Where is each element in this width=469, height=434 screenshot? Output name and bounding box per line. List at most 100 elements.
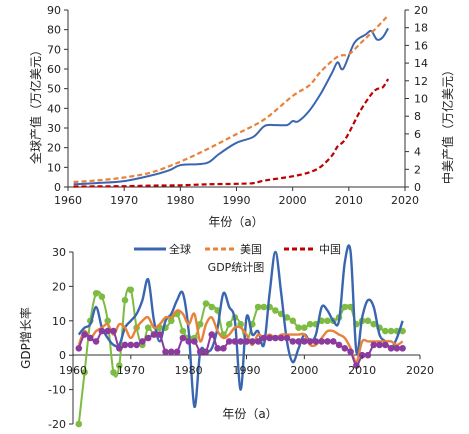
bottom-point-other	[295, 324, 302, 332]
bottom-point-china	[399, 345, 406, 352]
bottom-point-china	[387, 345, 395, 352]
bottom-point-other	[324, 317, 331, 325]
bottom-point-china	[289, 338, 297, 345]
bottom-point-other	[301, 324, 308, 332]
bottom-point-china	[220, 345, 227, 352]
bottom-point-other	[289, 317, 297, 325]
top-y-tick-label: 70	[47, 43, 61, 56]
bottom-point-china	[283, 334, 291, 342]
bottom-point-china	[214, 345, 221, 352]
bottom-point-china	[353, 362, 360, 369]
bottom-x-tick-label: 2000	[290, 364, 318, 377]
legend-item-china: 中国	[284, 243, 341, 256]
bottom-point-china	[254, 338, 262, 345]
bottom-point-china	[168, 348, 175, 356]
top-series-line-china	[73, 78, 390, 188]
legend-item-global: 全球	[134, 242, 191, 256]
bottom-point-other	[104, 317, 111, 325]
bottom-x-tick-label: 1990	[233, 364, 261, 377]
legend-item-usa: 美国	[205, 243, 262, 256]
top-y-tick-label: 30	[47, 122, 61, 135]
bottom-point-china	[335, 341, 343, 349]
bottom-point-china	[382, 341, 389, 349]
bottom-y-tick-label: 30	[52, 246, 66, 259]
bottom-point-other	[127, 286, 135, 294]
top-y2-tick-label: 12	[414, 75, 428, 88]
bottom-point-china	[179, 334, 187, 342]
bottom-point-china	[173, 348, 181, 356]
bottom-point-china	[92, 338, 100, 345]
bottom-point-other	[347, 303, 354, 311]
top-y2-tick-label: 6	[414, 128, 421, 141]
bottom-point-china	[81, 331, 88, 338]
top-y2-tick-label: 0	[414, 181, 421, 194]
bottom-y-tick-label: 10	[52, 315, 66, 328]
top-x-tick-label: 1960	[54, 194, 82, 207]
top-x-tick-label: 1970	[110, 194, 138, 207]
bottom-point-other	[98, 293, 106, 301]
top-y2-tick-label: 18	[414, 22, 428, 35]
bottom-point-china	[231, 338, 239, 345]
legend-label-global: 全球	[169, 242, 191, 256]
bottom-point-china	[162, 348, 169, 356]
bottom-point-china	[191, 338, 198, 345]
top-series	[73, 14, 390, 188]
bottom-point-china	[376, 341, 383, 349]
bottom-point-other	[92, 290, 100, 297]
bottom-point-china	[237, 338, 244, 345]
bottom-point-china	[202, 348, 210, 356]
bottom-legend: 全球 美国 中国	[134, 242, 341, 256]
bottom-point-china	[318, 338, 326, 345]
top-x-tick-label: 2010	[335, 194, 363, 207]
bottom-point-china	[393, 345, 401, 352]
bottom-point-china	[266, 334, 273, 342]
bottom-y-tick-label: 20	[52, 280, 66, 293]
bottom-point-china	[249, 338, 256, 345]
top-y-tick-label: 80	[47, 24, 61, 37]
bottom-point-other	[364, 317, 372, 325]
bottom-point-china	[127, 341, 135, 349]
bottom-chart-title: GDP统计图	[208, 261, 265, 274]
bottom-point-china	[110, 327, 117, 335]
bottom-x-tick-label: 1970	[117, 364, 145, 377]
top-x-tick-label: 2020	[391, 194, 419, 207]
top-y-tick-label: 20	[47, 142, 61, 155]
bottom-point-other	[81, 369, 88, 376]
top-y-tick-label: 50	[47, 83, 61, 96]
bottom-series	[75, 244, 406, 428]
bottom-point-other	[382, 327, 389, 335]
bottom-x-ticks: 1960 1970 1980 1990 2000 2010 2020	[59, 355, 434, 377]
bottom-point-other	[75, 420, 83, 428]
bottom-point-other	[254, 303, 262, 311]
bottom-point-china	[87, 334, 94, 342]
bottom-point-other	[306, 320, 314, 328]
bottom-point-china	[301, 338, 308, 345]
bottom-point-china	[277, 334, 285, 342]
bottom-point-other	[208, 303, 216, 311]
bottom-point-other	[110, 369, 117, 376]
top-y2-tick-label: 8	[414, 110, 421, 123]
bottom-y-axis-label: GDP增长率	[18, 307, 33, 369]
bottom-point-china	[306, 338, 314, 345]
top-y2-tick-label: 10	[414, 93, 428, 106]
top-y2-ticks: 0 2 4 6 8 10 12 14 16 18 20	[405, 4, 428, 194]
bottom-point-china	[341, 345, 349, 352]
bottom-x-tick-label: 1980	[175, 364, 203, 377]
bottom-point-china	[272, 334, 279, 342]
bottom-x-axis-label: 年份（a）	[222, 407, 277, 421]
bottom-x-tick-label: 2010	[348, 364, 376, 377]
bottom-point-other	[387, 327, 395, 335]
bottom-point-china	[312, 338, 320, 345]
top-y2-tick-label: 14	[414, 57, 428, 70]
bottom-x-tick-label: 1960	[59, 364, 87, 377]
bottom-point-other	[179, 327, 187, 335]
bottom-point-other	[202, 300, 210, 307]
top-series-line-usa	[73, 14, 389, 184]
bottom-x-tick-label: 2020	[406, 364, 434, 377]
top-y2-axis-label: 中美产值（万亿美元）	[440, 64, 455, 184]
bottom-point-china	[156, 331, 164, 338]
bottom-point-other	[121, 296, 129, 304]
top-y-tick-label: 10	[47, 161, 61, 174]
bottom-point-china	[243, 338, 250, 345]
